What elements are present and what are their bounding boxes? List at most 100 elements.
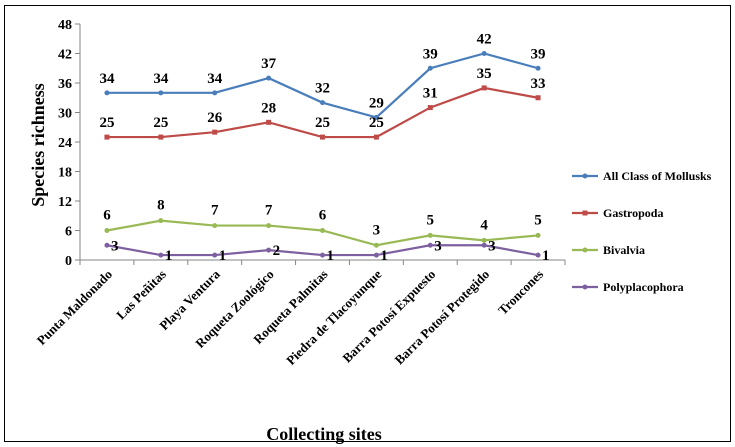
data-label: 33	[531, 76, 546, 92]
data-label: 25	[369, 115, 384, 131]
data-label: 34	[207, 71, 223, 87]
data-point	[373, 114, 379, 120]
data-point	[427, 242, 433, 248]
data-point	[427, 105, 433, 111]
data-label: 1	[219, 248, 227, 264]
x-category-label: Piedra de Tlacoyunque	[283, 266, 385, 368]
legend-marker	[582, 247, 588, 253]
legend-label: All Class of Mollusks	[603, 169, 712, 183]
y-tick-label: 0	[65, 254, 72, 269]
data-point	[212, 129, 218, 135]
data-label: 26	[207, 110, 223, 126]
data-label: 2	[273, 243, 281, 259]
y-tick-label: 24	[58, 136, 72, 151]
data-point	[266, 223, 272, 229]
data-label: 29	[369, 95, 384, 111]
y-tick-label: 48	[58, 18, 72, 33]
data-label: 3	[111, 238, 119, 254]
data-label: 39	[423, 46, 438, 62]
data-label: 6	[319, 208, 327, 224]
data-point	[266, 75, 272, 81]
series-group	[104, 51, 541, 258]
data-label: 5	[534, 212, 542, 228]
data-point	[427, 65, 433, 71]
data-point	[481, 237, 487, 243]
data-point	[535, 95, 541, 101]
y-tick-label: 18	[58, 166, 72, 181]
data-label: 32	[315, 81, 330, 97]
data-label: 34	[153, 71, 169, 87]
x-category-label: Punta Maldonado	[34, 267, 115, 348]
data-label: 6	[103, 208, 111, 224]
data-label: 39	[531, 46, 546, 62]
data-point	[266, 119, 272, 125]
data-label: 8	[157, 198, 165, 214]
data-point	[158, 134, 164, 140]
data-point	[104, 228, 110, 233]
x-category-label: Barra Potosí Protegido	[391, 267, 492, 368]
data-point	[373, 252, 379, 258]
data-label: 1	[327, 248, 335, 264]
data-label: 31	[423, 86, 438, 102]
data-point	[481, 242, 487, 248]
legend-marker	[582, 210, 588, 216]
legend-marker	[582, 284, 588, 290]
data-point	[158, 90, 164, 96]
data-label: 35	[477, 66, 492, 82]
data-point	[104, 90, 110, 96]
x-category-label: Barra Potosí Expuesto	[339, 267, 438, 366]
data-label: 3	[373, 222, 381, 238]
x-category-label: Troncones	[495, 267, 546, 318]
data-label: 34	[99, 71, 115, 87]
data-point	[481, 51, 487, 56]
legend-marker	[582, 173, 588, 179]
data-point	[535, 65, 541, 71]
y-tick-label: 12	[58, 195, 72, 210]
y-tick-label: 42	[58, 48, 72, 63]
data-point	[535, 252, 541, 258]
data-point	[481, 85, 487, 91]
data-label: 28	[261, 100, 276, 116]
data-point	[320, 252, 325, 258]
data-point	[427, 232, 433, 238]
data-point	[212, 90, 218, 96]
data-label: 25	[315, 115, 330, 131]
data-label: 25	[153, 115, 168, 131]
y-axis-title: Species richness	[28, 83, 48, 207]
data-label: 5	[427, 212, 435, 228]
data-point	[158, 252, 164, 258]
data-point	[266, 247, 272, 253]
data-label: 7	[265, 203, 273, 219]
data-label: 3	[434, 238, 442, 254]
data-label: 1	[380, 248, 388, 264]
data-point	[158, 218, 164, 224]
y-tick-label: 36	[58, 77, 72, 92]
data-point	[212, 252, 218, 258]
legend: All Class of Mollusks Gastropoda Bivalvia P…	[572, 169, 712, 294]
legend-label: Bivalvia	[603, 243, 645, 257]
y-tick-label: 6	[65, 225, 72, 240]
data-label: 3	[488, 238, 496, 254]
legend-label: Polyplacophora	[603, 280, 684, 294]
data-label: 1	[165, 248, 173, 264]
x-axis-title: Collecting sites	[266, 424, 381, 444]
data-point	[104, 134, 110, 140]
chart-frame	[4, 5, 731, 442]
x-category-label: Las Peñitas	[113, 267, 169, 323]
y-tick-label: 30	[58, 107, 72, 122]
data-point	[373, 134, 379, 140]
data-point	[373, 242, 379, 248]
data-label: 42	[477, 32, 492, 48]
data-point	[320, 100, 325, 106]
data-label: 4	[480, 217, 488, 233]
data-label: 25	[99, 115, 114, 131]
data-point	[104, 242, 110, 248]
data-point	[320, 134, 325, 140]
data-point	[212, 223, 218, 229]
legend-label: Gastropoda	[603, 206, 663, 220]
data-label: 7	[211, 203, 219, 219]
data-label: 37	[261, 56, 277, 72]
data-point	[320, 228, 325, 233]
